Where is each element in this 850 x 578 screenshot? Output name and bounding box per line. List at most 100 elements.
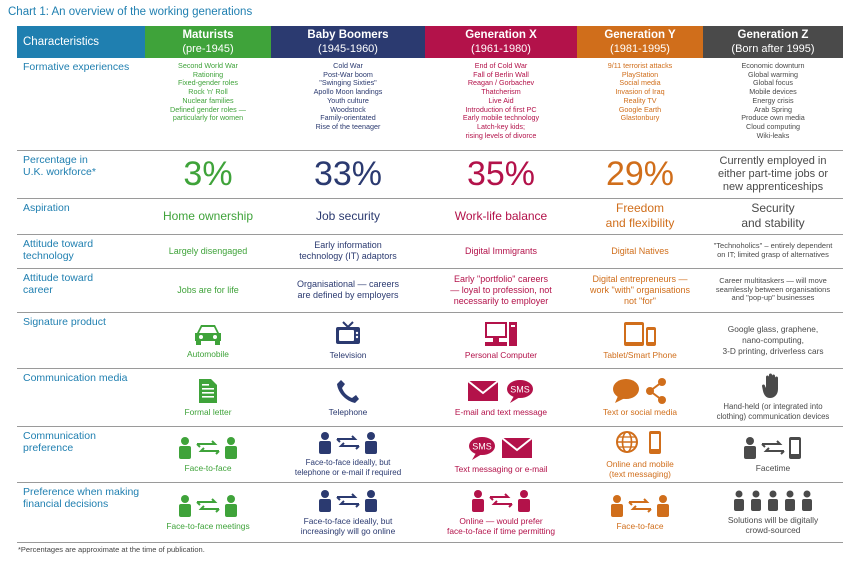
cell-text: Largely disengaged [145,234,271,269]
cell-text: Digital Immigrants [425,234,577,269]
cell-percentage: 29% [577,150,703,199]
row-label: Formative experiences [17,58,145,151]
header-generation-x: Generation X (1961-1980) [425,26,577,58]
cell-caption: Face-to-face [184,462,232,473]
cell-preference: Online and mobile (text messaging) [577,426,703,483]
cell-caption: Telephone [328,406,368,417]
row-label: Attitude toward technology [17,234,145,269]
header-row: Characteristics Maturists (pre-1945) Baby… [17,26,843,58]
chat-share-icon [613,377,666,404]
car-icon [195,324,221,345]
gen-name: Baby Boomers [307,29,389,41]
cell-caption: Face-to-face ideally, but telephone or e… [294,457,402,477]
cell-media: SMS E-mail and text message [425,368,577,427]
cell-text: Work-life balance [425,198,577,235]
cell-caption: Text messaging or e-mail [454,463,548,474]
cell-text: Career multitaskers — will move seamless… [703,268,843,313]
cell-caption: Tablet/Smart Phone [603,349,677,360]
row-percentage: Percentage in U.K. workforce* 3% 33% 35%… [17,150,843,199]
hand-icon [762,373,778,398]
cell-financial: Face-to-face ideally, but increasingly w… [271,482,425,543]
tablet-phone-icon [624,321,656,346]
row-career: Attitude toward career Jobs are for life… [17,268,843,313]
chart-title: Chart 1: An overview of the working gene… [8,6,253,18]
cell-caption: Automobile [187,348,229,359]
cell-financial: Solutions will be digitally crowd-source… [703,482,843,543]
cell-percentage: 33% [271,150,425,199]
cell-preference: SMS Text messaging or e-mail [425,426,577,483]
television-icon [336,320,360,344]
row-technology: Attitude toward technology Largely disen… [17,234,843,269]
header-generation-z: Generation Z (Born after 1995) [703,26,843,58]
row-label: Attitude toward career [17,268,145,313]
row-label: Communication media [17,368,145,427]
header-generation-y: Generation Y (1981-1995) [577,26,703,58]
cell-text: 9/11 terrorist attacks PlayStation Socia… [577,58,703,151]
header-baby-boomers: Baby Boomers (1945-1960) [271,26,425,58]
cell-caption: Solutions will be digitally crowd-source… [727,514,819,535]
cell-media: Hand-held (or integrated into clothing) … [703,368,843,427]
cell-text: Google glass, graphene, nano-computing, … [703,312,843,369]
letter-icon [199,378,217,403]
cell-preference: Face-to-face [145,426,271,483]
cell-preference: Face-to-face ideally, but telephone or e… [271,426,425,483]
cell-caption: Online — would prefer face-to-face if ti… [447,515,555,536]
cell-financial: Online — would prefer face-to-face if ti… [425,482,577,543]
cell-caption: Online and mobile (text messaging) [606,458,674,479]
cell-text: Second World War Rationing Fixed-gender … [145,58,271,151]
cell-text: End of Cold War Fall of Berlin Wall Reag… [425,58,577,151]
group-people-icon [734,490,812,511]
row-aspiration: Aspiration Home ownership Job security W… [17,198,843,235]
cell-product: Tablet/Smart Phone [577,312,703,369]
cell-product: Personal Computer [425,312,577,369]
row-label: Aspiration [17,198,145,235]
cell-product: Automobile [145,312,271,369]
people-exchange-icon [179,494,237,517]
computer-icon [485,321,517,346]
cell-text: Security and stability [703,198,843,235]
telephone-icon [337,379,359,403]
gen-years: (1961-1980) [471,43,531,55]
gen-name: Generation X [465,29,537,41]
row-label: Preference when making financial decisio… [17,482,145,543]
cell-caption: Face-to-face [616,520,664,531]
row-communication-preference: Communication preference Face-to-face F [17,426,843,483]
cell-caption: Face-to-face meetings [166,520,250,531]
people-exchange-icon [319,431,377,454]
cell-caption: Hand-held (or integrated into clothing) … [716,401,830,421]
sms-label: SMS [472,441,492,451]
cell-product: Television [271,312,425,369]
cell-financial: Face-to-face [577,482,703,543]
cell-percentage: 35% [425,150,577,199]
cell-preference: Facetime [703,426,843,483]
sms-email-icon: SMS [469,436,533,460]
cell-percentage: 3% [145,150,271,199]
cell-text: Economic downturn Global warming Global … [703,58,843,151]
gen-name: Generation Y [604,29,676,41]
cell-text: Digital entrepreneurs — work "with" orga… [577,268,703,313]
row-label: Communication preference [17,426,145,483]
cell-media: Text or social media [577,368,703,427]
cell-text: Jobs are for life [145,268,271,313]
people-exchange-icon [179,436,237,459]
gen-name: Maturists [182,29,234,41]
characteristics-header: Characteristics [17,26,145,58]
people-exchange-icon [319,489,377,512]
row-label: Percentage in U.K. workforce* [17,150,145,199]
cell-text: Cold War Post-War boom "Swinging Sixties… [271,58,425,151]
cell-text: Freedom and flexibility [577,198,703,235]
cell-caption: Facetime [755,462,791,473]
cell-caption: E-mail and text message [454,406,548,417]
globe-phone-icon [616,430,661,454]
cell-text: "Technoholics" – entirely dependent on I… [703,234,843,269]
row-label: Signature product [17,312,145,369]
header-maturists: Maturists (pre-1945) [145,26,271,58]
row-financial-decisions: Preference when making financial decisio… [17,482,843,543]
cell-text: Early "portfolio" careers — loyal to pro… [425,268,577,313]
gen-years: (Born after 1995) [731,43,815,55]
cell-financial: Face-to-face meetings [145,482,271,543]
cell-caption: Television [329,349,367,360]
footnote: *Percentages are approximate at the time… [18,545,205,554]
cell-caption: Personal Computer [464,349,538,360]
gen-name: Generation Z [737,29,809,41]
